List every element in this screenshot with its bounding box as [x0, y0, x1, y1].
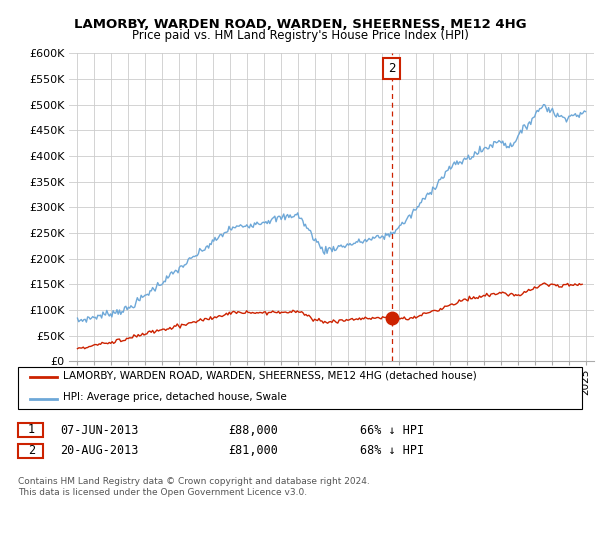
Text: 2: 2: [28, 444, 35, 457]
Text: 68% ↓ HPI: 68% ↓ HPI: [360, 444, 424, 458]
Text: £81,000: £81,000: [228, 444, 278, 458]
Text: 07-JUN-2013: 07-JUN-2013: [60, 423, 139, 437]
Text: LAMORBY, WARDEN ROAD, WARDEN, SHEERNESS, ME12 4HG: LAMORBY, WARDEN ROAD, WARDEN, SHEERNESS,…: [74, 18, 526, 31]
Text: This data is licensed under the Open Government Licence v3.0.: This data is licensed under the Open Gov…: [18, 488, 307, 497]
Text: £88,000: £88,000: [228, 423, 278, 437]
Text: Contains HM Land Registry data © Crown copyright and database right 2024.: Contains HM Land Registry data © Crown c…: [18, 477, 370, 486]
Text: 1: 1: [28, 423, 35, 436]
Text: Price paid vs. HM Land Registry's House Price Index (HPI): Price paid vs. HM Land Registry's House …: [131, 29, 469, 42]
Text: 2: 2: [388, 62, 395, 75]
Text: HPI: Average price, detached house, Swale: HPI: Average price, detached house, Swal…: [63, 392, 287, 402]
Text: 20-AUG-2013: 20-AUG-2013: [60, 444, 139, 458]
Text: LAMORBY, WARDEN ROAD, WARDEN, SHEERNESS, ME12 4HG (detached house): LAMORBY, WARDEN ROAD, WARDEN, SHEERNESS,…: [63, 370, 477, 380]
Text: 66% ↓ HPI: 66% ↓ HPI: [360, 423, 424, 437]
